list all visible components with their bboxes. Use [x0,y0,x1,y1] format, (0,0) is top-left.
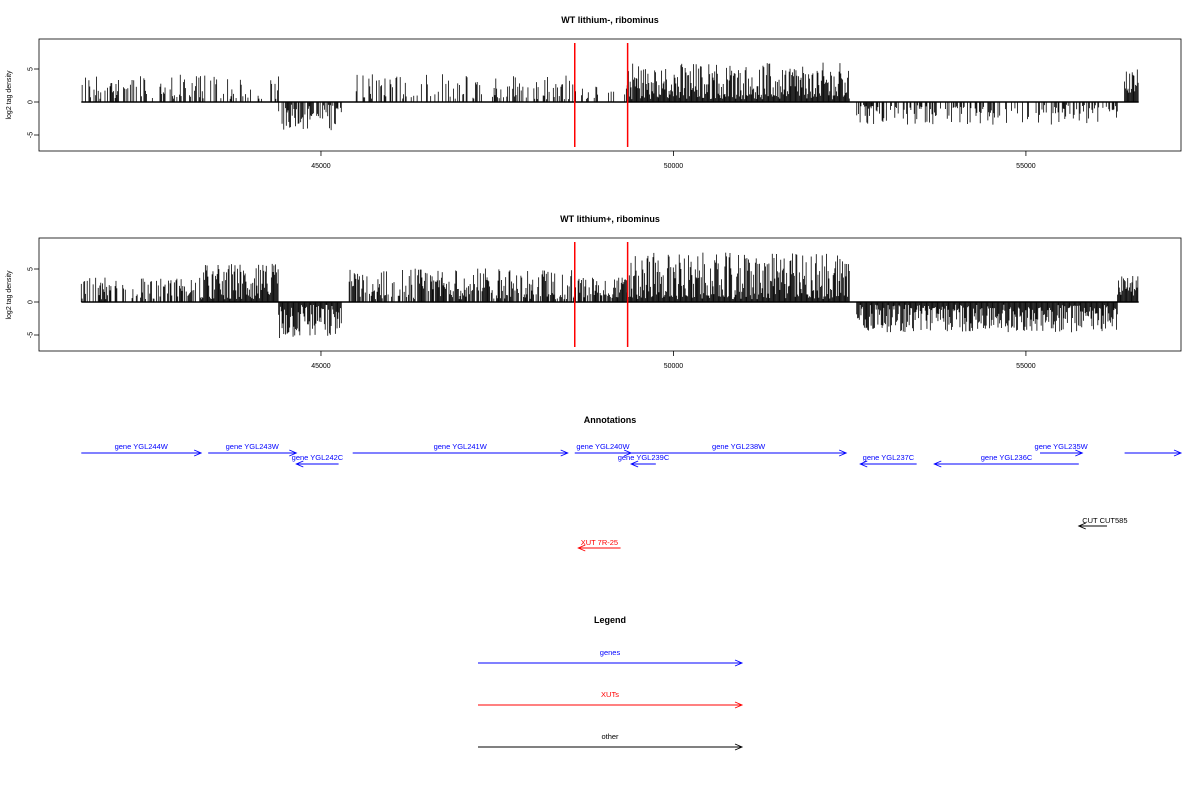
gene-label: gene YGL243W [226,442,280,451]
gene-label: gene YGL242C [292,453,344,462]
legend: Legend genes XUTs other [478,615,744,751]
legend-item-xuts: XUTs [478,690,744,709]
gene-label: gene YGL240W [576,442,630,451]
y-tick-label: -5 [28,132,35,138]
x-tick-label: 45000 [311,163,331,170]
gene-arrow [1124,449,1183,457]
bar-group [81,62,1139,131]
gene-arrow: gene YGL243W [208,442,298,457]
xut-arrow: XUT 7R-25 [577,538,621,552]
marker-group [574,242,629,347]
gene-label: gene YGL238W [712,442,766,451]
gene-label: gene YGL241W [434,442,488,451]
plot-frame [38,237,1182,352]
x-tick-label: 50000 [664,363,684,370]
gene-arrow: gene YGL244W [81,442,203,457]
y-tick-label: 5 [28,67,35,71]
legend-item-other: other [478,732,744,751]
gene-arrow: gene YGL237C [859,453,917,468]
gene-arrow: gene YGL241W [352,442,569,457]
x-axis: 45000 50000 55000 [311,151,1036,170]
track-lithium-minus: WT lithium-, ribominus log2 tag density … [6,15,1182,170]
other-feature-label: CUT CUT585 [1082,516,1127,525]
x-tick-label: 55000 [1016,363,1036,370]
y-axis-label: log2 tag density [6,270,13,320]
gene-arrow: gene YGL236C [933,453,1079,468]
y-axis-label: log2 tag density [6,70,13,120]
x-tick-label: 55000 [1016,163,1036,170]
gene-arrow: gene YGL235W [1035,442,1089,457]
annotations-title: Annotations [584,415,637,425]
x-tick-label: 50000 [664,163,684,170]
track-lithium-plus: WT lithium+, ribominus log2 tag density … [6,214,1182,370]
y-tick-label: 0 [28,300,35,304]
legend-item-genes: genes [478,648,744,667]
plot-frame [38,38,1182,152]
annotation-features: gene YGL244W gene YGL243W gene YGL242C gene… [81,442,1183,552]
annotations-panel: Annotations gene YGL244W gene YGL243Wgene… [81,415,1183,552]
gene-arrow: gene YGL239C [618,453,670,468]
legend-label: XUTs [601,690,619,699]
xut-label: XUT 7R-25 [581,538,618,547]
y-tick-label: -5 [28,332,35,338]
bar-group [80,252,1139,338]
gene-label: gene YGL244W [115,442,169,451]
x-tick-label: 45000 [311,363,331,370]
y-tick-label: 0 [28,100,35,104]
track-title: WT lithium-, ribominus [561,15,659,25]
marker-group [574,43,629,147]
legend-items: genes XUTs other [478,648,744,751]
gene-label: gene YGL236C [981,453,1033,462]
gene-label: gene YGL235W [1035,442,1089,451]
gene-label: gene YGL237C [863,453,915,462]
other-feature-arrow: CUT CUT585 [1077,516,1128,530]
legend-label: genes [600,648,621,657]
track-title: WT lithium+, ribominus [560,214,660,224]
y-axis: -5 0 5 [28,67,39,138]
legend-label: other [601,732,619,741]
gene-arrow: gene YGL238W [631,442,848,457]
legend-title: Legend [594,615,626,625]
x-axis: 45000 50000 55000 [311,351,1036,370]
y-axis: -5 0 5 [28,267,39,338]
gene-label: gene YGL239C [618,453,670,462]
gene-arrow: gene YGL242C [292,453,344,468]
y-tick-label: 5 [28,267,35,271]
